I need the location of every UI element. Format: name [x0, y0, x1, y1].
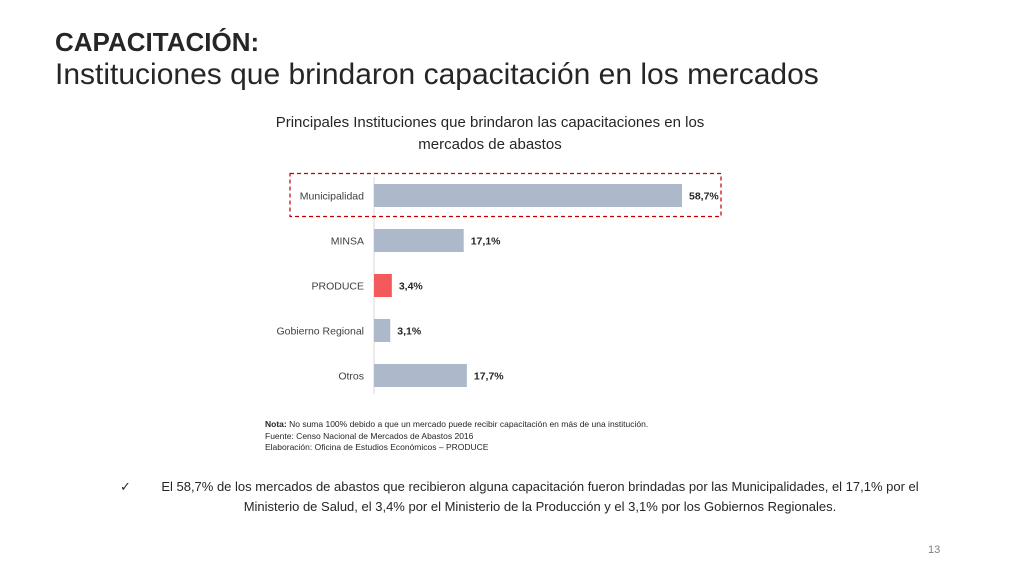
value-label: 17,1%: [471, 236, 501, 248]
elaboration-line: Elaboración: Oficina de Estudios Económi…: [265, 442, 489, 452]
summary-text: El 58,7% de los mercados de abastos que …: [161, 479, 919, 514]
bar-minsa: [374, 229, 464, 252]
bar-produce: [374, 274, 392, 297]
value-label: 58,7%: [689, 191, 719, 203]
heading-topic: CAPACITACIÓN:: [55, 27, 260, 57]
heading-subtitle: Instituciones que brindaron capacitación…: [55, 58, 819, 91]
note-line: Nota: No suma 100% debido a que un merca…: [265, 419, 648, 431]
summary-bullet: ✓ El 58,7% de los mercados de abastos qu…: [120, 477, 940, 517]
chart-title: Principales Instituciones que brindaron …: [275, 114, 705, 153]
highlight-box: [289, 172, 722, 218]
slide-heading: CAPACITACIÓN: Instituciones que brindaro…: [55, 26, 819, 92]
category-label: Gobierno Regional: [276, 326, 364, 338]
value-label: 17,7%: [474, 371, 504, 383]
category-label: Otros: [338, 371, 364, 383]
category-label: PRODUCE: [311, 281, 364, 293]
value-label: 3,4%: [399, 281, 424, 293]
category-label: Municipalidad: [300, 191, 364, 203]
check-icon: ✓: [120, 479, 131, 494]
bar-gobierno-regional: [374, 319, 391, 342]
chart-notes: Nota: No suma 100% debido a que un merca…: [265, 419, 648, 454]
category-label: MINSA: [331, 236, 364, 248]
bar-otros: [374, 364, 467, 387]
note-text: No suma 100% debido a que un mercado pue…: [286, 419, 649, 429]
bar-municipalidad: [374, 184, 682, 207]
source-line: Fuente: Censo Nacional de Mercados de Ab…: [265, 430, 474, 441]
page-number: 13: [928, 544, 941, 556]
note-label: Nota:: [265, 419, 287, 429]
value-label: 3,1%: [397, 326, 422, 338]
